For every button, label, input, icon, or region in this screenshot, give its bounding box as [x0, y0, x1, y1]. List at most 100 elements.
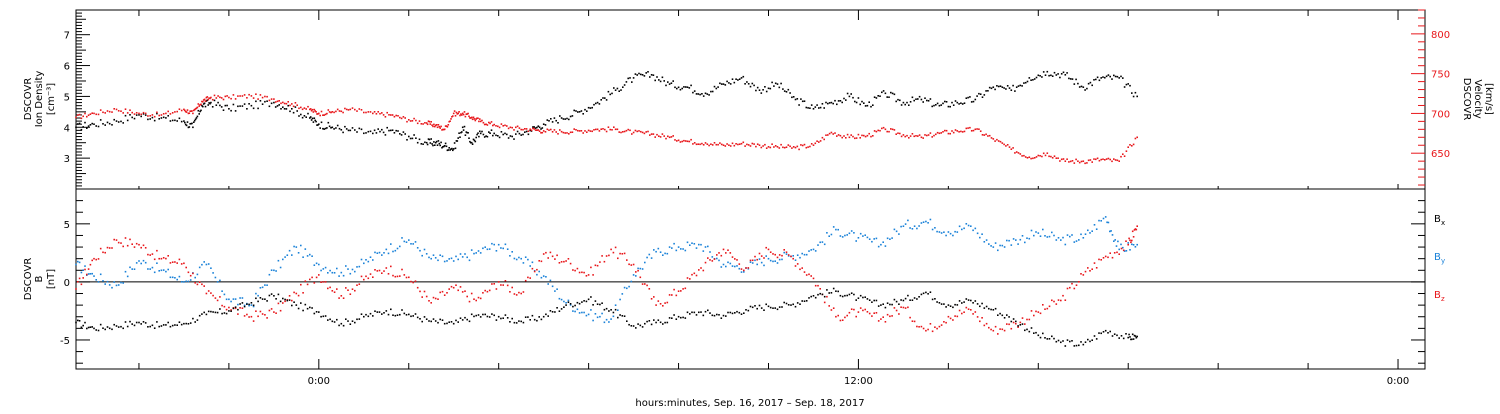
density-point — [466, 131, 468, 134]
bx-point — [841, 295, 844, 298]
bx-point — [385, 310, 388, 312]
velocity-point — [478, 120, 480, 123]
density-point — [596, 101, 599, 104]
bz-point — [805, 274, 808, 276]
velocity-point — [1084, 162, 1086, 165]
bx-point — [799, 303, 801, 305]
bz-point — [95, 258, 97, 261]
by-point — [443, 260, 446, 263]
velocity-point — [195, 107, 198, 109]
density-point — [89, 124, 92, 126]
velocity-point — [377, 111, 379, 113]
velocity-point — [695, 143, 698, 146]
density-point — [749, 85, 752, 88]
velocity-point — [476, 117, 478, 119]
velocity-point — [379, 112, 381, 115]
by-point — [812, 248, 815, 251]
bz-point — [441, 290, 444, 293]
density-point — [77, 123, 79, 125]
by-point — [880, 243, 882, 246]
by-point — [1102, 217, 1105, 220]
bz-point — [1026, 318, 1028, 321]
velocity-point — [365, 111, 367, 114]
bx-point — [983, 307, 986, 309]
density-point — [1105, 75, 1108, 78]
velocity-point — [541, 131, 544, 134]
bz-point — [832, 307, 835, 309]
density-point — [1005, 88, 1007, 90]
by-point — [614, 304, 617, 306]
density-point — [324, 127, 327, 130]
bx-point — [801, 300, 803, 302]
bx-point — [187, 323, 190, 325]
density-point — [156, 112, 158, 115]
velocity-point — [872, 135, 874, 137]
density-point — [465, 131, 468, 133]
bx-point — [722, 314, 725, 317]
bz-point — [288, 295, 291, 297]
bx-point — [360, 313, 363, 315]
velocity-point — [533, 128, 535, 130]
bz-point — [918, 326, 920, 328]
density-point — [1077, 82, 1079, 85]
velocity-point — [942, 131, 944, 133]
density-point — [819, 106, 822, 109]
by-point — [131, 268, 133, 270]
bz-point — [437, 298, 439, 300]
density-point — [189, 123, 191, 125]
velocity-point — [439, 127, 441, 129]
density-point — [586, 110, 588, 112]
bz-point — [345, 287, 347, 289]
by-point — [421, 254, 423, 257]
density-point — [872, 104, 874, 106]
by-point — [1115, 245, 1118, 247]
bz-point — [718, 252, 720, 254]
velocity-point — [1113, 158, 1115, 160]
bz-point — [790, 255, 792, 258]
by-point — [563, 300, 565, 303]
bz-point — [540, 260, 543, 263]
velocity-point — [985, 133, 987, 136]
by-point — [1026, 237, 1028, 239]
by-point — [434, 257, 437, 259]
density-point — [210, 101, 212, 104]
by-point — [324, 266, 327, 269]
by-point — [367, 260, 370, 263]
bz-point — [772, 253, 774, 255]
velocity-point — [949, 132, 951, 135]
bx-point — [745, 309, 747, 311]
bx-point — [1080, 341, 1082, 343]
density-point — [1123, 86, 1126, 88]
bz-point — [425, 295, 428, 298]
bx-point — [635, 327, 637, 329]
bx-point — [540, 318, 543, 321]
bz-point — [677, 290, 680, 292]
density-point — [185, 124, 188, 127]
bx-point — [511, 317, 513, 320]
velocity-point — [769, 146, 772, 149]
velocity-point — [82, 115, 84, 118]
velocity-point — [909, 135, 912, 137]
velocity-point — [913, 135, 915, 138]
density-label-line-2: Ion Density — [34, 71, 45, 128]
by-point — [545, 276, 547, 278]
bx-point — [461, 319, 464, 321]
bz-point — [884, 321, 887, 323]
by-point — [194, 276, 196, 279]
by-point — [1084, 233, 1087, 235]
bx-point — [432, 318, 435, 320]
bx-point — [900, 299, 902, 301]
velocity-point — [468, 115, 470, 118]
bz-point — [875, 312, 878, 314]
by-point — [659, 251, 662, 253]
bx-point — [504, 314, 507, 316]
density-point — [985, 90, 987, 92]
velocity-point — [825, 134, 827, 136]
bx-point — [859, 294, 862, 297]
density-point — [618, 90, 620, 92]
density-point — [672, 80, 674, 82]
velocity-point — [158, 114, 160, 117]
bx-point — [551, 311, 554, 313]
